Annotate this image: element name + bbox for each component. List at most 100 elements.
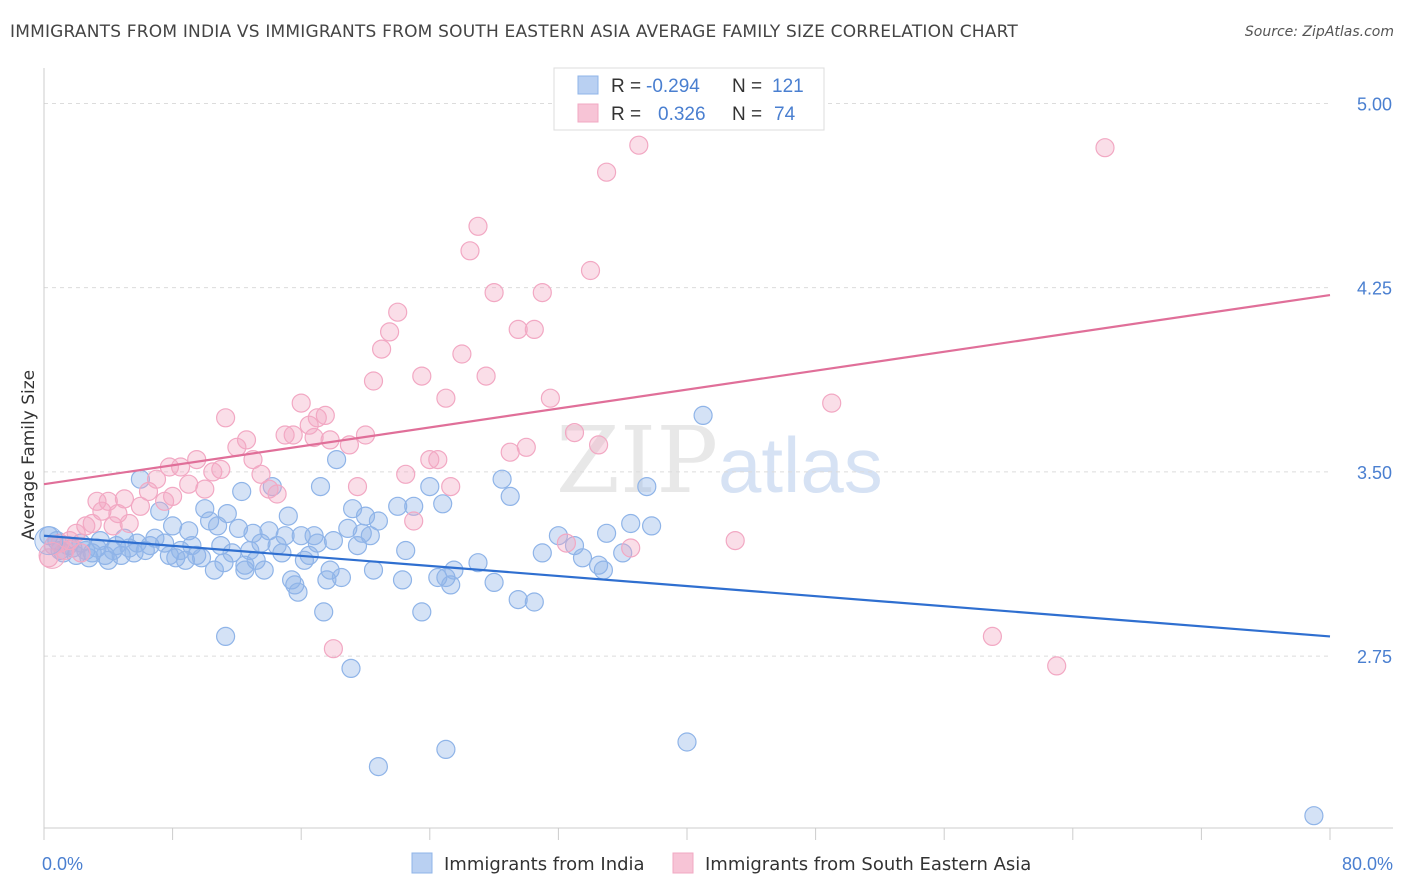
data-point (368, 511, 388, 531)
legend-swatch-india (411, 852, 433, 874)
y-tick-label: 5.00 (1357, 94, 1392, 114)
stats-box: R = -0.294 N = 121 R = 0.326 N = 74 (553, 67, 825, 131)
x-tick-label-max: 80.0% (1342, 854, 1393, 874)
data-point (1047, 656, 1067, 676)
data-point (444, 560, 464, 580)
data-point (92, 501, 112, 521)
data-point (556, 533, 577, 553)
data-point (725, 530, 745, 551)
data-point (163, 486, 183, 506)
data-point (822, 393, 842, 413)
data-point (484, 283, 504, 303)
data-point (60, 530, 80, 551)
data-point (392, 570, 413, 590)
data-point (214, 553, 234, 573)
data-point (629, 135, 649, 155)
data-point (441, 575, 461, 595)
data-point (1304, 806, 1324, 826)
data-point (388, 496, 408, 516)
data-point (380, 322, 400, 342)
stats-n-label: N = (732, 104, 762, 125)
data-point (621, 513, 641, 534)
stats-r-label: R = (611, 76, 641, 97)
trend-line-india (43, 534, 1331, 638)
series-sea-points (39, 135, 1115, 676)
data-point (39, 548, 59, 568)
data-point (516, 437, 536, 457)
data-point (216, 626, 236, 647)
data-point (195, 499, 215, 519)
data-point (532, 543, 552, 563)
data-point-cluster (38, 541, 66, 569)
data-point (130, 496, 150, 516)
data-point (310, 477, 331, 497)
data-point (596, 162, 617, 182)
legend-label-sea: Immigrants from South Eastern Asia (705, 854, 1031, 875)
y-tick-label: 3.50 (1357, 463, 1392, 483)
data-point (171, 457, 191, 477)
data-point (1095, 138, 1115, 158)
data-point (347, 535, 368, 556)
data-point (468, 553, 488, 573)
data-point (267, 484, 287, 504)
data-point (314, 602, 334, 622)
legend: Immigrants from India Immigrants from So… (411, 852, 1031, 875)
data-point (404, 496, 424, 516)
data-point (204, 560, 224, 580)
data-point (71, 543, 91, 563)
data-point (347, 477, 368, 497)
data-point (452, 344, 472, 364)
watermark: ZIP atlas (556, 407, 883, 514)
series-layer (34, 135, 1324, 826)
data-point (320, 560, 340, 580)
data-point (341, 658, 361, 679)
data-point (195, 479, 215, 499)
axes (43, 68, 1393, 840)
data-point (278, 506, 298, 526)
data-point (307, 408, 327, 428)
data-point (179, 474, 199, 494)
y-tick-labels: 5.00 4.25 3.50 2.75 (1357, 94, 1392, 667)
data-point (420, 450, 440, 470)
data-point (372, 339, 392, 359)
data-point (982, 626, 1003, 647)
data-point (500, 486, 520, 506)
data-point (441, 477, 461, 497)
data-point (251, 464, 271, 484)
data-point (524, 319, 544, 339)
data-point (146, 469, 167, 489)
data-point (596, 523, 617, 543)
data-point (524, 592, 544, 612)
stats-swatch-sea (577, 103, 599, 123)
data-point (283, 425, 303, 445)
data-point (396, 540, 416, 561)
data-point (508, 589, 528, 610)
data-point (540, 388, 561, 408)
data-point (637, 477, 657, 497)
data-point (338, 518, 358, 539)
data-point (484, 572, 504, 593)
stats-n-label: N = (732, 76, 762, 97)
data-point (203, 462, 223, 482)
y-tick-label: 2.75 (1357, 647, 1392, 667)
data-point (236, 430, 257, 450)
stats-r-value: 0.326 (658, 104, 706, 125)
data-point (119, 513, 139, 534)
watermark-atlas: atlas (718, 421, 883, 509)
stats-swatch-india (577, 75, 599, 95)
data-point (532, 283, 552, 303)
data-point (304, 427, 324, 448)
data-point (243, 523, 263, 543)
series-india-points (39, 405, 1324, 826)
data-point (291, 393, 311, 413)
legend-swatch-sea (672, 852, 694, 874)
data-point (404, 511, 424, 531)
trend-line-sea (43, 293, 1331, 486)
stats-n-value: 121 (772, 76, 804, 97)
data-point (621, 538, 641, 558)
data-point (363, 560, 384, 580)
data-point (179, 521, 199, 541)
data-point (275, 425, 295, 445)
data-point (580, 260, 601, 281)
